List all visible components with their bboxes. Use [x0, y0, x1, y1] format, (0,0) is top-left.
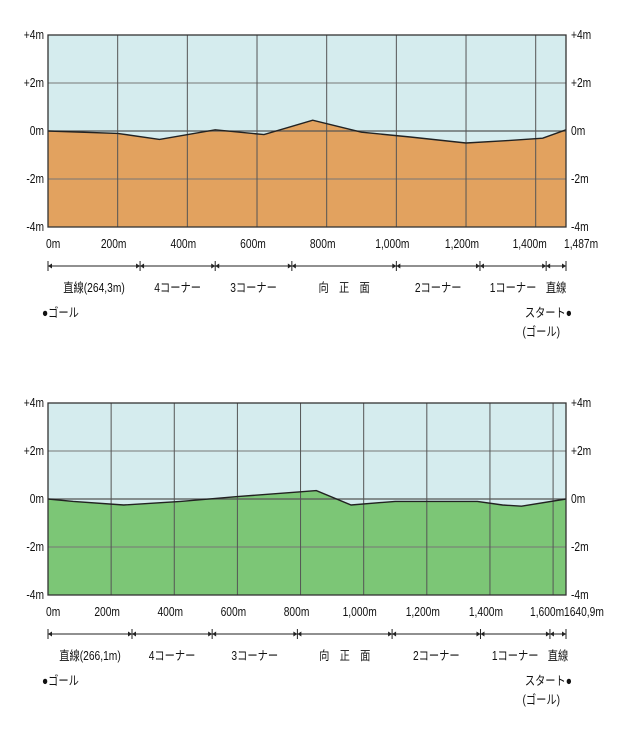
y-tick-label-right: -4m [571, 589, 589, 602]
y-tick-label-left: -4m [26, 221, 44, 234]
elevation-line [47, 119, 567, 144]
goal-label: ●ゴール [42, 305, 79, 320]
goal-label: ●ゴール [42, 673, 79, 688]
section-arrow-right [211, 263, 216, 269]
section-label: 向 正 面 [318, 280, 369, 295]
x-tick-label: 400m [171, 238, 197, 251]
elevation-line [47, 489, 567, 507]
section-arrow-right [562, 631, 566, 637]
start-label: スタート● [525, 306, 572, 320]
section-arrow-left [396, 263, 401, 269]
section-label: 1コーナー [492, 649, 539, 663]
section-arrow-right [545, 631, 550, 637]
section-arrow-right [208, 631, 213, 637]
section-label: 2コーナー [413, 649, 460, 663]
section-arrow-left [48, 263, 52, 269]
y-tick-label-left: +2m [24, 77, 44, 90]
x-tick-label: 0m [46, 238, 60, 251]
terrain-area [48, 120, 566, 227]
y-tick-label-right: +2m [571, 445, 591, 458]
section-label: 直線 [548, 648, 569, 663]
y-tick-label-right: +4m [571, 397, 591, 410]
y-tick-label-right: 0m [571, 493, 585, 506]
section-arrow-left [546, 263, 551, 269]
x-tick-label: 1,400m [469, 606, 503, 619]
section-arrow-right [475, 263, 480, 269]
y-tick-label-left: 0m [30, 493, 44, 506]
section-arrow-left [212, 631, 217, 637]
section-label: 4コーナー [154, 281, 201, 295]
section-arrow-left [291, 263, 296, 269]
x-tick-label: 200m [101, 238, 127, 251]
x-tick-label: 1,200m [445, 238, 479, 251]
section-arrow-right [476, 631, 481, 637]
x-tick-label: 400m [157, 606, 183, 619]
x-tick-label: 800m [284, 606, 310, 619]
y-tick-label-left: -2m [26, 173, 44, 186]
y-tick-label-right: -2m [571, 173, 589, 186]
section-label: 直線(264,3m) [63, 280, 125, 295]
section-arrow-right [562, 263, 566, 269]
section-arrow-right [542, 263, 547, 269]
x-tick-label: 1,000m [375, 238, 409, 251]
x-tick-label: 1,487m [564, 238, 598, 251]
plot-frame [47, 402, 567, 596]
section-arrow-left [480, 631, 485, 637]
section-arrow-right [128, 631, 133, 637]
x-tick-label: 1,600m [530, 606, 564, 619]
y-tick-label-left: +2m [24, 445, 44, 458]
y-tick-label-right: -2m [571, 541, 589, 554]
y-tick-label-right: +2m [571, 77, 591, 90]
section-arrow-left [132, 631, 137, 637]
section-label: 直線 [546, 280, 567, 295]
start-sub-label: (ゴール) [522, 324, 560, 339]
terrain-area [48, 490, 566, 595]
section-arrow-left [140, 263, 145, 269]
section-arrow-right [136, 263, 141, 269]
x-tick-label: 1,400m [513, 238, 547, 251]
y-tick-label-left: +4m [24, 29, 44, 42]
plot-frame [47, 34, 567, 228]
section-arrow-left [549, 631, 554, 637]
section-label: 2コーナー [415, 281, 462, 295]
y-tick-label-left: -2m [26, 541, 44, 554]
section-arrow-left [297, 631, 302, 637]
start-sub-label: (ゴール) [522, 692, 560, 707]
x-tick-label: 800m [310, 238, 336, 251]
section-arrow-left [392, 631, 397, 637]
x-tick-label: 600m [240, 238, 266, 251]
x-tick-label: 0m [46, 606, 60, 619]
section-label: 直線(266,1m) [59, 648, 121, 663]
section-label: 3コーナー [231, 649, 278, 663]
section-arrow-right [388, 631, 393, 637]
x-tick-label: 200m [94, 606, 120, 619]
y-tick-label-left: +4m [24, 397, 44, 410]
start-label: スタート● [525, 674, 572, 688]
section-arrow-right [287, 263, 292, 269]
y-tick-label-left: 0m [30, 125, 44, 138]
y-tick-label-left: -4m [26, 589, 44, 602]
x-tick-label: 1640,9m [564, 606, 604, 619]
section-label: 1コーナー [490, 281, 537, 295]
section-arrow-right [392, 263, 397, 269]
x-tick-label: 1,000m [343, 606, 377, 619]
x-tick-label: 600m [221, 606, 247, 619]
section-label: 向 正 面 [319, 648, 370, 663]
section-arrow-left [48, 631, 52, 637]
section-label: 3コーナー [230, 281, 277, 295]
section-arrow-right [293, 631, 298, 637]
section-arrow-left [479, 263, 484, 269]
y-tick-label-right: -4m [571, 221, 589, 234]
y-tick-label-right: 0m [571, 125, 585, 138]
section-label: 4コーナー [149, 649, 196, 663]
y-tick-label-right: +4m [571, 29, 591, 42]
x-tick-label: 1,200m [406, 606, 440, 619]
section-arrow-left [215, 263, 220, 269]
